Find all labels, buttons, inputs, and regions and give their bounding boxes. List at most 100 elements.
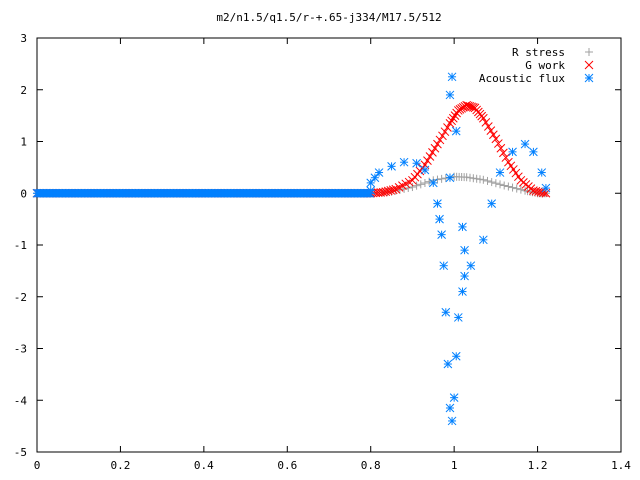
acoustic-flux-point (441, 307, 451, 317)
r-stress-point (420, 179, 429, 188)
r-stress-point (437, 174, 446, 183)
g-work-point (506, 161, 516, 171)
acoustic-flux-point (374, 168, 384, 177)
acoustic-flux-point (508, 147, 517, 157)
y-tick-label: 0 (20, 187, 27, 200)
g-work-point (443, 123, 452, 132)
acoustic-flux-point (445, 403, 455, 413)
g-work-point (501, 153, 511, 162)
acoustic-flux-point (458, 222, 467, 232)
acoustic-flux-point (445, 90, 455, 100)
acoustic-flux-point (478, 235, 488, 245)
acoustic-flux-point (412, 158, 421, 168)
acoustic-flux-point (366, 178, 376, 188)
r-stress-point (500, 181, 509, 190)
x-tick-label: 0.8 (361, 459, 381, 472)
acoustic-flux-point (445, 173, 455, 183)
acoustic-flux-series (32, 72, 551, 426)
x-tick-label: 1 (451, 459, 458, 472)
r-stress-point (491, 179, 500, 188)
acoustic-flux-point (387, 161, 396, 171)
acoustic-flux-point (399, 157, 409, 167)
y-tick-label: -1 (14, 239, 27, 252)
g-work-point (511, 168, 521, 178)
r-stress-point (462, 173, 471, 182)
g-work-point (462, 100, 472, 110)
y-tick-label: 3 (20, 32, 27, 45)
x-tick-label: 0.2 (110, 459, 130, 472)
axes (36, 37, 622, 453)
y-tick-label: -3 (14, 343, 27, 356)
acoustic-flux-point (529, 147, 538, 157)
g-work-point (447, 116, 456, 126)
g-work-point (494, 139, 503, 148)
g-work-series (32, 100, 551, 198)
legend-marker (585, 48, 593, 56)
g-work-point (428, 148, 437, 157)
acoustic-flux-point (541, 183, 551, 193)
g-work-point (491, 134, 501, 144)
g-work-point (423, 156, 432, 166)
acoustic-flux-point (466, 261, 476, 271)
g-work-point (381, 187, 391, 196)
r-stress-point (400, 184, 409, 193)
plot-frame (36, 37, 622, 453)
g-work-point (430, 143, 440, 153)
g-work-point (478, 113, 488, 123)
acoustic-flux-point (451, 126, 461, 136)
acoustic-flux-point (420, 165, 430, 175)
acoustic-flux-point (520, 139, 530, 149)
g-work-point (388, 185, 398, 195)
r-stress-point (516, 185, 525, 194)
acoustic-flux-point (451, 351, 461, 361)
x-tick-label: 0.4 (194, 459, 214, 472)
g-work-point (438, 131, 447, 141)
acoustic-flux-point (453, 313, 463, 322)
g-work-point (489, 130, 498, 140)
x-tick-label: 1.4 (611, 459, 631, 472)
g-work-point (440, 127, 450, 137)
chart-title: m2/n1.5/q1.5/r-+.65-j334/M17.5/512 (216, 11, 441, 24)
g-work-point (378, 187, 388, 197)
y-tick-label: -4 (14, 394, 28, 407)
r-stress-point (512, 184, 521, 193)
legend-label: R stress (512, 46, 565, 59)
r-stress-point (408, 183, 417, 192)
g-work-point (496, 143, 506, 153)
r-stress-point (483, 176, 492, 185)
g-work-point (536, 187, 546, 197)
g-work-point (435, 135, 445, 145)
g-work-point (483, 122, 493, 131)
acoustic-flux-point (458, 287, 467, 296)
r-stress-point (476, 175, 485, 184)
g-work-point (450, 111, 460, 120)
r-stress-point (487, 178, 496, 187)
g-work-point (425, 152, 435, 161)
g-work-point (386, 185, 396, 195)
acoustic-flux-point (370, 173, 380, 183)
g-work-point (499, 148, 508, 158)
legend-marker (584, 73, 594, 83)
acoustic-flux-point (449, 393, 459, 403)
g-work-point (486, 126, 496, 135)
g-work-point (383, 186, 393, 196)
r-stress-point (404, 183, 413, 192)
r-stress-point (472, 174, 481, 183)
g-work-point (509, 165, 518, 174)
acoustic-flux-point (366, 186, 376, 196)
acoustic-flux-point (460, 245, 469, 255)
acoustic-flux-point (495, 168, 505, 177)
g-work-point (465, 101, 475, 111)
r-stress-point (496, 180, 505, 189)
acoustic-flux-point (487, 199, 497, 208)
g-work-point (481, 117, 491, 127)
acoustic-flux-point (443, 359, 453, 369)
legend-marker (584, 60, 594, 70)
x-tick-label: 1.2 (528, 459, 548, 472)
g-work-point (467, 102, 477, 112)
g-work-point (448, 113, 458, 123)
g-work-point (433, 139, 442, 149)
g-work-point (445, 119, 455, 128)
